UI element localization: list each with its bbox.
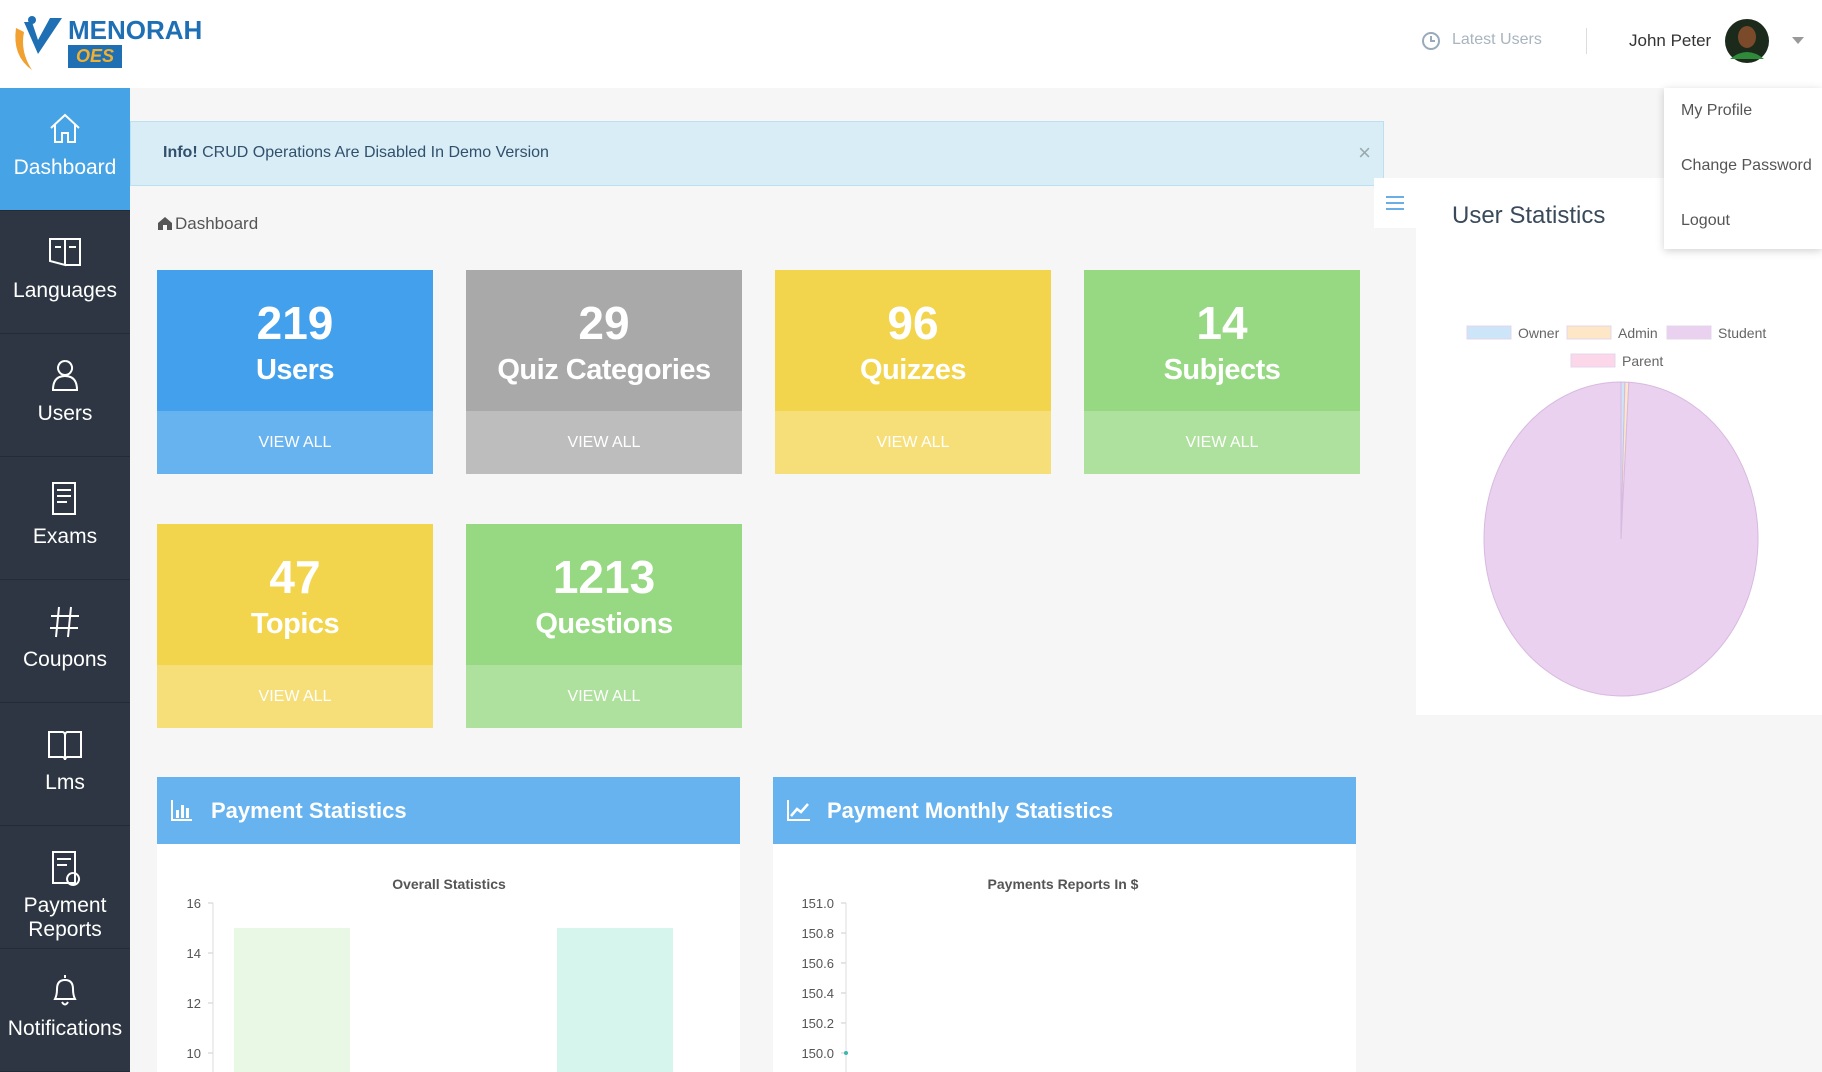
sidebar-label: Payment Reports [23,894,107,941]
icon-shape [48,731,82,761]
profile-menu: My Profile Change Password Logout [1664,88,1822,249]
sidebar-icon [50,113,80,143]
sidebar-label: Languages [13,279,117,302]
sidebar-label: Dashboard [13,156,117,179]
sidebar-item[interactable]: Dashboard [0,88,130,211]
payment-monthly-panel: Payment Monthly Statistics [773,777,1356,1072]
view-all-link[interactable]: VIEW ALL [157,665,433,728]
sidebar-icon [52,851,81,886]
stat-count: 14 [1196,297,1248,349]
logo-title: MENORAH [68,15,203,45]
icon-shape [50,113,80,143]
latest-users-link[interactable]: Latest Users [1452,31,1542,48]
icon-shape [51,360,79,391]
sidebar-icon [48,731,82,761]
sidebar-label: Users [37,402,93,425]
view-all-link[interactable]: VIEW ALL [1084,411,1360,474]
view-all-link[interactable]: VIEW ALL [466,411,742,474]
breadcrumb[interactable]: Dashboard [175,214,259,233]
stat-card: 96 Quizzes VIEW ALL [775,270,1051,474]
stat-card: 47 Topics VIEW ALL [157,524,433,728]
sidebar-item[interactable]: Payment Reports [0,826,130,949]
clock-icon [1422,32,1440,50]
stat-label: Quizzes [859,354,967,386]
stat-count: 47 [269,551,321,603]
sidebar-item[interactable]: Notifications [0,949,130,1072]
sidebar-label: Notifications [7,1017,123,1040]
stat-label: Subjects [1163,354,1281,386]
menu-item[interactable]: Logout [1681,212,1730,229]
panel-header: Payment Statistics [157,777,740,844]
sidebar-icon [52,482,76,515]
sidebar-item[interactable]: Lms [0,703,130,826]
sidebar-icon [49,238,81,267]
payment-statistics-panel: Payment Statistics [157,777,740,1072]
stat-card: 14 Subjects VIEW ALL [1084,270,1360,474]
bar-icon [171,800,192,821]
stat-label: Users [255,354,335,386]
sidebar: Dashboard Languages Users Exams Coupons Lms Pa… [0,88,130,1072]
sidebar-item[interactable]: Users [0,334,130,457]
menu-item[interactable]: My Profile [1681,102,1753,119]
sidebar-item[interactable]: Coupons [0,580,130,703]
stat-card: 1213 Questions VIEW ALL [466,524,742,728]
alert-text: CRUD Operations Are Disabled In Demo Ver… [202,144,549,161]
alert-close[interactable]: × [1358,140,1371,165]
stat-count: 29 [578,297,630,349]
stat-label: Topics [250,608,340,640]
dropdown-caret[interactable] [1792,37,1806,45]
icon-shape [53,975,77,1006]
top-bar: MENORAH OES Latest Users John Peter [0,0,1822,88]
user-statistics-panel: User Statistics [1416,178,1822,715]
info-alert: Info! CRUD Operations Are Disabled In De… [130,121,1384,186]
panel-header: Payment Monthly Statistics [773,777,1356,844]
sidebar-item[interactable]: Exams [0,457,130,580]
stat-card: 219 Users VIEW ALL [157,270,433,474]
view-all-link[interactable]: VIEW ALL [775,411,1051,474]
home-icon [158,217,172,230]
stat-count: 1213 [552,551,656,603]
sidebar-item[interactable]: Languages [0,211,130,334]
logo-subtitle: OES [68,45,123,68]
panel-title: Payment Monthly Statistics [827,798,1114,823]
stat-count: 96 [887,297,939,349]
icon-shape [49,238,81,267]
stat-label: Questions [535,608,673,640]
sidebar-icon [53,975,77,1006]
stat-label: Quiz Categories [497,354,711,386]
line-icon [787,800,810,821]
sidebar-label: Coupons [22,648,108,671]
panel-title: Payment Statistics [211,798,407,823]
logo-icon [15,16,62,70]
separator [1586,28,1587,54]
icon-shape [50,606,79,638]
alert-message: Info! CRUD Operations Are Disabled In De… [163,144,549,162]
user-name[interactable]: John Peter [1629,31,1712,50]
avatar[interactable] [1724,17,1770,65]
menu-toggle[interactable] [1374,178,1416,228]
sidebar-icon [50,606,79,638]
sidebar-label: Lms [45,771,85,794]
panel-title: User Statistics [1452,202,1606,229]
view-all-link[interactable]: VIEW ALL [466,665,742,728]
view-all-link[interactable]: VIEW ALL [157,411,433,474]
stat-count: 219 [256,297,334,349]
sidebar-label: Exams [32,525,98,548]
icon-shape [52,851,81,886]
sidebar-icon [51,360,79,391]
icon-shape [52,482,76,515]
menu-item[interactable]: Change Password [1681,157,1812,174]
stat-card: 29 Quiz Categories VIEW ALL [466,270,742,474]
alert-label: Info! [163,144,198,161]
